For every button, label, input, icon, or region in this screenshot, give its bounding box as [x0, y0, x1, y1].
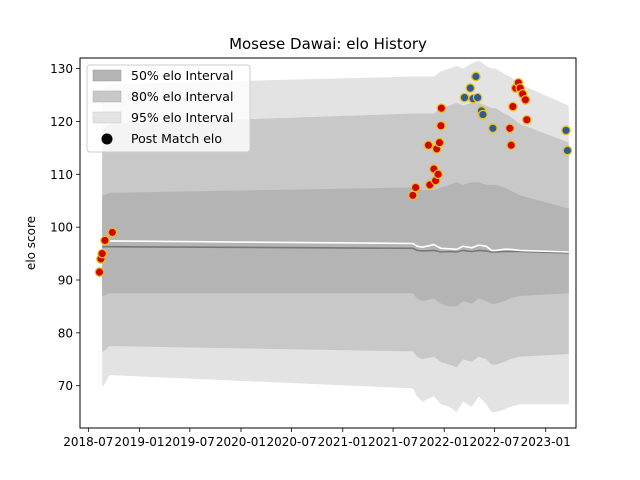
post-match-point-26 — [506, 140, 517, 151]
x-tick-label-3: 2019-07 — [165, 435, 215, 449]
post-match-point-21 — [472, 92, 483, 103]
legend: 50% elo Interval 80% elo Interval 95% el… — [86, 64, 251, 153]
chart-title: Mosese Dawai: elo History — [229, 35, 427, 53]
post-match-point-27 — [508, 101, 518, 112]
y-axis: 70 80 90 100 110 120 130 — [50, 62, 80, 393]
post-match-point-32 — [520, 94, 531, 105]
x-tick-label-7: 2021-07 — [368, 435, 418, 449]
y-tick-label-7: 130 — [50, 62, 73, 76]
legend-label-50: 50% elo Interval — [131, 68, 233, 83]
post-match-point-1 — [94, 267, 105, 277]
x-tick-label-10: 2023-01 — [521, 435, 571, 449]
y-tick-label-3: 90 — [58, 274, 73, 288]
x-tick-label-2: 2019-01 — [114, 435, 164, 449]
x-tick-label-9: 2022-07 — [469, 435, 519, 449]
post-match-point-15 — [436, 120, 446, 131]
post-match-point-14 — [434, 137, 445, 148]
x-tick-label-5: 2020-07 — [267, 435, 317, 449]
median-line — [101, 240, 569, 253]
post-match-point-35 — [562, 145, 573, 156]
x-tick-label-4: 2020-01 — [216, 435, 266, 449]
post-match-point-24 — [488, 123, 498, 134]
y-tick-label-4: 100 — [50, 221, 73, 235]
legend-marker-post-match — [101, 133, 113, 145]
y-tick-label-2: 80 — [58, 326, 73, 340]
legend-swatch-95 — [92, 111, 122, 124]
legend-swatch-80 — [92, 90, 122, 103]
post-match-point-25 — [504, 123, 515, 134]
x-tick-label-6: 2021-01 — [318, 435, 368, 449]
post-match-point-3 — [97, 248, 108, 259]
trend-lines — [101, 240, 569, 254]
y-tick-label-5: 110 — [50, 168, 73, 182]
plot-frame — [79, 57, 577, 429]
band-50 — [102, 182, 569, 307]
y-tick-label-6: 120 — [50, 115, 73, 129]
post-match-point-23 — [478, 109, 488, 120]
post-match-point-6 — [407, 190, 418, 201]
post-match-point-5 — [107, 227, 118, 238]
post-match-point-4 — [100, 235, 110, 246]
post-match-point-34 — [561, 125, 571, 136]
post-match-point-20 — [471, 71, 481, 82]
legend-box — [86, 64, 251, 153]
post-match-points — [94, 71, 573, 277]
post-match-point-33 — [521, 114, 532, 125]
x-tick-label-1: 2018-07 — [63, 435, 113, 449]
post-match-point-18 — [465, 83, 476, 93]
post-match-point-13 — [433, 169, 443, 180]
post-match-point-16 — [436, 103, 447, 114]
legend-label-80: 80% elo Interval — [131, 89, 233, 104]
post-match-point-17 — [459, 92, 470, 103]
y-axis-label: elo score — [24, 216, 38, 270]
legend-label-post-match: Post Match elo — [131, 131, 222, 146]
post-match-point-8 — [423, 140, 434, 151]
mean-line — [102, 245, 569, 254]
legend-label-95: 95% elo Interval — [131, 110, 233, 125]
x-tick-label-8: 2022-01 — [419, 435, 469, 449]
y-tick-label-1: 70 — [58, 379, 73, 393]
post-match-point-7 — [410, 182, 421, 193]
legend-swatch-50 — [92, 69, 122, 82]
x-axis: 2018-07 2019-01 2019-07 2020-01 2020-07 2021-… — [63, 428, 571, 449]
